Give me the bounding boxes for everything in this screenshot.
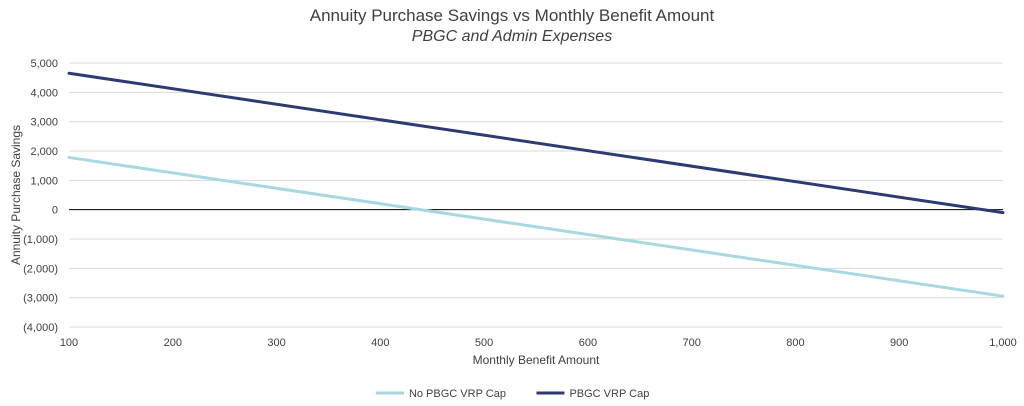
x-tick-label: 400 xyxy=(371,337,389,349)
series-line-1 xyxy=(67,155,1005,298)
chart-subtitle: PBGC and Admin Expenses xyxy=(411,28,613,45)
y-tick-label: 4,000 xyxy=(30,87,58,99)
y-tick-label: 3,000 xyxy=(30,117,58,129)
x-tick-label: 900 xyxy=(890,337,908,349)
y-axis-label: Annuity Purchase Savings xyxy=(9,125,23,265)
x-tick-label: 1,000 xyxy=(989,337,1017,349)
y-tick-label: 5,000 xyxy=(30,58,58,70)
chart-title: Annuity Purchase Savings vs Monthly Bene… xyxy=(309,6,715,25)
legend-label-1: No PBGC VRP Cap xyxy=(409,388,506,400)
x-tick-label: 200 xyxy=(164,337,182,349)
y-tick-label: (2,000) xyxy=(23,263,58,275)
legend-label-2: PBGC VRP Cap xyxy=(569,388,649,400)
y-tick-label: (3,000) xyxy=(23,293,58,305)
x-tick-label: 500 xyxy=(475,337,493,349)
y-tick-label: 2,000 xyxy=(30,146,58,158)
y-tick-label: (1,000) xyxy=(23,234,58,246)
y-tick-label: 1,000 xyxy=(30,175,58,187)
x-tick-label: 100 xyxy=(60,337,78,349)
x-tick-label: 300 xyxy=(267,337,285,349)
x-axis-label: Monthly Benefit Amount xyxy=(473,353,600,367)
x-tick-label: 700 xyxy=(682,337,700,349)
y-tick-label: (4,000) xyxy=(23,322,58,334)
y-tick-label: 0 xyxy=(52,205,58,217)
x-tick-label: 600 xyxy=(579,337,597,349)
x-tick-label: 800 xyxy=(786,337,804,349)
series-line-2 xyxy=(67,71,1005,215)
